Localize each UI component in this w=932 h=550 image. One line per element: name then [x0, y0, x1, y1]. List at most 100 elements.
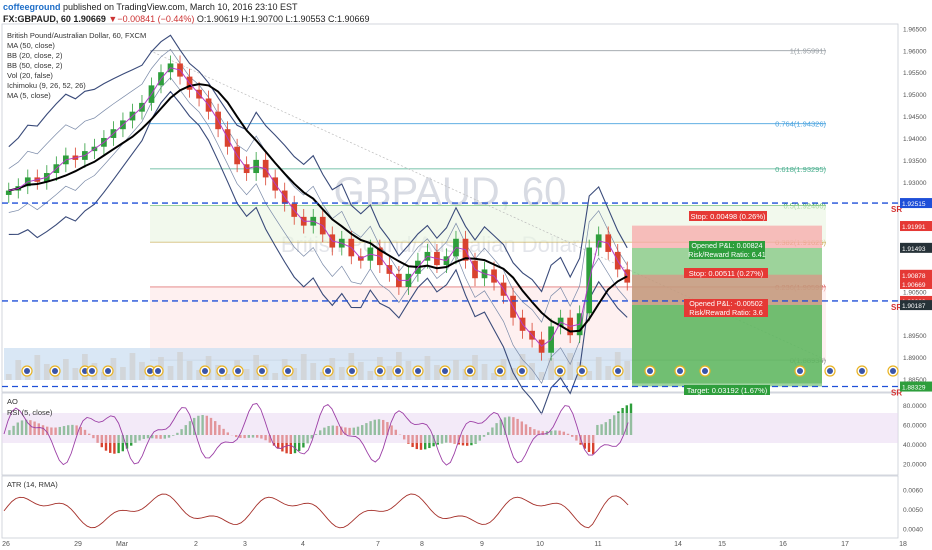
volume-bar: [177, 352, 183, 380]
atr-path: [3, 493, 629, 529]
ohlc-values: O:1.90619 H:1.90700 L:1.90553 C:1.90669: [196, 14, 370, 24]
rsi-tick: 60.0000: [903, 422, 927, 429]
volume-bar: [357, 362, 364, 380]
time-tick: 3: [243, 541, 247, 548]
time-axis[interactable]: 26 29 Mar 2 3 4 7 8 9 10 11 14 15 16 17 18: [2, 541, 907, 548]
time-tick: 26: [2, 541, 10, 548]
sr-label: SR: [891, 303, 902, 312]
target-box: [684, 385, 770, 395]
moving-averages: [8, 67, 628, 347]
price-badge: [900, 242, 932, 253]
time-tick: 2: [194, 541, 198, 548]
price-badge-label: 1.91493: [902, 246, 926, 253]
ao-bar: [289, 435, 292, 454]
rsi-legend[interactable]: RSI (5, close): [7, 408, 53, 417]
long-pnl-label: Opened P&L: -0.00502: [689, 299, 763, 308]
price-badge-label: 1.88329: [902, 385, 926, 392]
legend-item[interactable]: BB (50, close, 2): [7, 61, 63, 70]
volume-bar: [548, 358, 554, 380]
fib-level-label: 1(1.95991): [790, 47, 827, 56]
candle-body: [5, 190, 12, 195]
short-position-labels[interactable]: Stop: 0.00498 (0.26%) Opened P&L: 0.0082…: [688, 211, 767, 259]
long-rr-label: Risk/Reward Ratio: 3.6: [689, 308, 763, 317]
volume-bars: [4, 348, 632, 380]
time-tick: 15: [718, 541, 726, 548]
volume-bar: [243, 369, 250, 380]
main-pane[interactable]: [1, 23, 899, 393]
ao-bar: [293, 435, 297, 454]
price-badge: [900, 300, 932, 311]
long-position-labels[interactable]: Stop: 0.00511 (0.27%) Opened P&L: -0.005…: [684, 268, 770, 395]
event-flag-dot: [647, 368, 653, 374]
event-flag-dot: [147, 368, 153, 374]
time-tick: 9: [480, 541, 484, 548]
legend-item[interactable]: MA (50, close): [7, 41, 55, 50]
economic-events[interactable]: [21, 365, 899, 377]
time-tick: 17: [841, 541, 849, 548]
event-flag-dot: [105, 368, 111, 374]
chart-header: coffeeground published on TradingView.co…: [0, 0, 932, 26]
atr-pane[interactable]: [1, 475, 899, 539]
volume-bar: [139, 362, 145, 380]
volume-bar: [310, 363, 317, 380]
long-pnl-box: [684, 299, 768, 317]
ao-bar: [285, 435, 288, 454]
ticker-line: FX:GBPAUD, 60 1.90669 ▼−0.00841 (−0.44%)…: [3, 13, 370, 25]
event-flag-dot: [395, 368, 401, 374]
price-tick: 1.89000: [903, 355, 927, 362]
price-tick: 1.93000: [903, 180, 927, 187]
ao-bar: [592, 435, 595, 455]
atr-line: [3, 493, 629, 529]
legend-item[interactable]: MA (5, close): [7, 91, 51, 100]
bb-lower-band: [8, 90, 628, 416]
time-tick: 11: [594, 541, 601, 548]
volume-bar: [15, 360, 22, 380]
event-flag-dot: [202, 368, 208, 374]
price-change: ▼−0.00841 (−0.44%): [108, 14, 195, 24]
volume-bar: [595, 357, 602, 380]
target-label: Target: 0.03192 (1.67%): [687, 386, 768, 395]
bollinger-bands: [8, 34, 628, 416]
volume-bar: [5, 374, 12, 380]
rsi-band: [2, 413, 898, 443]
ao-histogram: [2, 403, 898, 455]
volume-bar: [491, 373, 497, 380]
event-flag-dot: [259, 368, 265, 374]
volume-bar: [338, 367, 345, 380]
event-flag-dot: [219, 368, 225, 374]
price-badges: 1.925151.919911.914931.908781.9066958:10…: [900, 198, 932, 392]
price-tick: 1.94000: [903, 136, 927, 143]
price-badge: [900, 278, 932, 289]
sr-lines[interactable]: SR SR SR: [2, 202, 902, 398]
volume-bar: [253, 355, 260, 380]
time-tick: 16: [779, 541, 787, 548]
volume-bar: [53, 373, 60, 380]
atr-legend[interactable]: ATR (14, RMA): [7, 480, 58, 489]
volume-bar: [72, 368, 79, 380]
ao-bar: [109, 435, 112, 453]
ma50-line: [8, 83, 628, 333]
ao-legend[interactable]: AO: [7, 397, 18, 406]
volume-bar: [34, 355, 41, 380]
author-link[interactable]: coffeeground: [3, 2, 61, 12]
volume-bar: [462, 369, 469, 380]
volume-bar: [291, 368, 298, 380]
legend-item[interactable]: Ichimoku (9, 26, 52, 26): [7, 81, 86, 90]
price-badge: [900, 269, 932, 280]
time-tick: 7: [376, 541, 380, 548]
price-badge: [900, 381, 932, 392]
atr-tick: 0.0050: [903, 507, 923, 514]
volume-bar: [272, 373, 279, 380]
legend-item[interactable]: Vol (20, false): [7, 71, 53, 80]
price-tick: 1.93500: [903, 158, 927, 165]
time-tick: Mar: [116, 541, 129, 548]
event-flag-dot: [155, 368, 161, 374]
indicator-legend[interactable]: British Pound/Australian Dollar, 60, FXC…: [7, 31, 146, 489]
legend-item[interactable]: BB (20, close, 2): [7, 51, 63, 60]
event-flag-dot: [52, 368, 58, 374]
event-flag-dot: [235, 368, 241, 374]
price-badge-label: 1.90669: [902, 282, 926, 289]
event-flag-dot: [467, 368, 473, 374]
time-tick: 29: [74, 541, 82, 548]
